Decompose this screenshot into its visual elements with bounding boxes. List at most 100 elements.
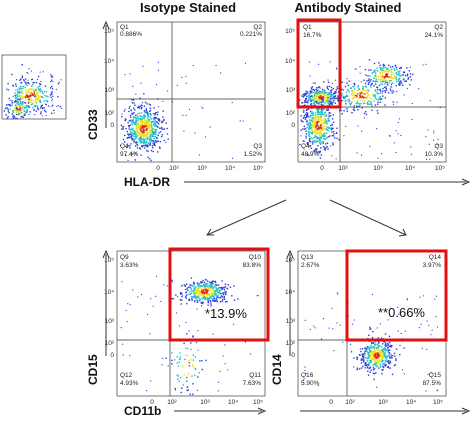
antibody-dot <box>403 94 405 96</box>
antibody-dot <box>336 87 339 90</box>
antibody-dot <box>302 93 304 96</box>
cd15-dot <box>204 288 206 291</box>
cd14-dot <box>366 347 369 349</box>
antibody-dot <box>406 73 409 75</box>
thumbnail-dot <box>37 78 39 80</box>
antibody-dot <box>389 75 392 78</box>
cd15-dot <box>205 287 207 290</box>
cd15-dot <box>197 291 199 293</box>
thumbnail-dot <box>15 83 17 85</box>
antibody-dot <box>381 83 384 86</box>
antibody-dot <box>336 131 338 133</box>
antibody-dot <box>311 133 314 135</box>
antibody-dot <box>313 97 316 99</box>
isotype-dot <box>134 131 136 133</box>
antibody-dot <box>362 100 365 102</box>
antibody-dot <box>305 130 307 132</box>
thumbnail-dot <box>51 100 53 102</box>
cd15-dot <box>181 285 183 287</box>
antibody-dot <box>321 128 324 131</box>
isotype-dot <box>154 123 157 125</box>
q14-name: Q14 <box>429 254 442 261</box>
antibody-dot <box>391 82 393 84</box>
antibody-dot <box>320 136 323 138</box>
thumbnail-dot <box>7 82 9 85</box>
panel-cd14-dots <box>303 292 439 392</box>
thumbnail-dot <box>40 106 42 108</box>
cd14-dot <box>368 351 370 354</box>
isotype-dot <box>154 129 156 131</box>
antibody-dot <box>385 86 387 88</box>
antibody-dot <box>319 130 321 132</box>
antibody-dot <box>341 93 344 95</box>
antibody-dot <box>313 129 316 132</box>
isotype-dot <box>132 132 134 135</box>
antibody-dot <box>374 89 377 91</box>
panel-cd14-frame <box>297 250 447 397</box>
isotype-dot <box>133 122 136 124</box>
antibody-dot <box>324 147 326 149</box>
isotype-dot <box>142 125 144 127</box>
thumbnail-dot <box>17 98 19 100</box>
cd14-dot <box>385 364 387 366</box>
antibody-dot <box>317 100 319 102</box>
q2-name: Q2 <box>434 24 443 31</box>
antibody-dot <box>373 100 375 102</box>
y-tick-0: 0 <box>110 122 114 129</box>
cd14-dot <box>336 322 338 324</box>
cd15-dot <box>215 288 218 290</box>
thumbnail-dot <box>40 111 42 113</box>
antibody-dot <box>322 101 324 103</box>
isotype-dot <box>133 102 135 104</box>
antibody-dot <box>390 84 392 86</box>
antibody-dot <box>361 95 364 97</box>
cd15-dot <box>198 290 200 292</box>
cd14-dot <box>356 368 358 371</box>
antibody-dot <box>390 76 393 79</box>
antibody-dot <box>300 119 302 121</box>
isotype-dot <box>147 127 149 129</box>
isotype-dot <box>133 132 136 134</box>
isotype-dot <box>153 131 155 133</box>
thumbnail-dot <box>25 104 27 107</box>
cd14-dot <box>379 323 381 325</box>
thumbnail-dot <box>20 88 23 90</box>
antibody-dot <box>371 83 373 85</box>
x-tick-0: 0 <box>329 399 333 406</box>
antibody-dot <box>383 75 386 78</box>
antibody-dot <box>397 80 400 82</box>
isotype-dot <box>125 127 127 130</box>
antibody-dot <box>386 70 388 72</box>
isotype-dot <box>150 159 152 162</box>
isotype-dot <box>150 114 152 116</box>
antibody-dot <box>331 102 333 104</box>
thumbnail-dot <box>17 95 19 98</box>
cd15-dot <box>212 298 214 300</box>
isotype-dot <box>132 119 134 122</box>
antibody-dot <box>328 85 330 88</box>
cd14-dot <box>407 299 409 301</box>
y-tick-1e3: 10³ <box>105 87 115 94</box>
cd14-dot <box>363 352 366 354</box>
cd14-dot <box>436 326 438 328</box>
y-tick-1e2: 10² <box>286 110 296 117</box>
thumbnail-dot <box>32 107 34 109</box>
antibody-dot <box>379 66 381 69</box>
cd14-dot <box>384 347 386 349</box>
cd15-dot <box>191 292 193 294</box>
isotype-dot <box>126 130 128 133</box>
isotype-dot <box>134 152 137 154</box>
thumbnail-dot <box>22 98 24 100</box>
antibody-dot <box>314 141 317 144</box>
isotype-dot <box>149 126 152 128</box>
thumbnail-dot <box>21 103 24 106</box>
cd14-dot <box>425 390 427 392</box>
isotype-dot <box>150 122 153 124</box>
cd14-dot <box>367 362 370 364</box>
cd15-dot <box>182 365 184 368</box>
cd15-dot <box>206 291 208 293</box>
isotype-dot <box>143 141 146 143</box>
isotype-dot <box>120 144 122 146</box>
isotype-dot <box>162 100 164 102</box>
cd14-dot <box>387 355 389 357</box>
